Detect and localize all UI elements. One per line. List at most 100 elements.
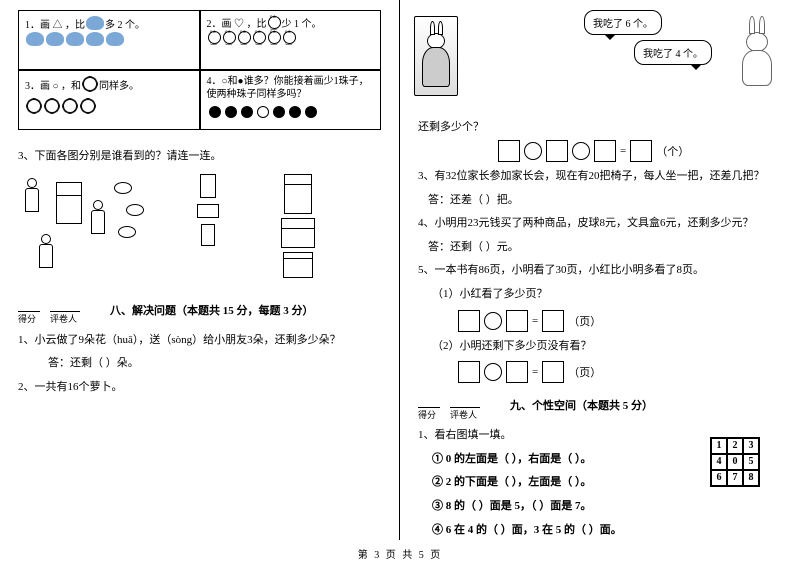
- grid-cell: 8: [743, 470, 759, 486]
- score-box: [18, 298, 40, 312]
- grader-box: [50, 298, 80, 312]
- smiley-icon: [283, 31, 296, 44]
- remain-question: 还剩多少个？: [418, 118, 782, 134]
- word-problem-3: 3、有32位家长参加家长会，现在有20把椅子，每人坐一把，还差几把？: [418, 168, 782, 186]
- grid-cell: 5: [743, 454, 759, 470]
- bird-icon: [86, 32, 104, 46]
- q1-text-a: 1．画 △ ，比: [25, 16, 85, 31]
- cloud-icon: [118, 226, 136, 238]
- fridge-icon: [283, 252, 313, 278]
- unit-label: （页）: [568, 364, 601, 380]
- grid-cell: 1: [711, 438, 727, 454]
- view-shape-icon: [200, 174, 216, 198]
- answer-box: [594, 140, 616, 162]
- person-icon: [36, 234, 56, 274]
- problem-1: 1．画 △ ，比 多 2 个。: [18, 10, 200, 70]
- word-problem-4-answer: 答：还剩（ ）元。: [428, 239, 782, 257]
- cloud-icon: [126, 204, 144, 216]
- match-question: 3、下面各图分别是谁看到的？请连一连。: [18, 148, 381, 166]
- grader-box: [450, 394, 480, 408]
- fridge-icon: [281, 218, 315, 248]
- sun-icon: [27, 99, 41, 113]
- sun-icon: [81, 99, 95, 113]
- score-row: 得分 评卷人 八、解决问题（本题共 15 分，每题 3 分）: [18, 298, 381, 326]
- q4-text: 4．○和●谁多？你能接着画少1珠子，使两种珠子同样多吗？: [207, 75, 375, 101]
- bird-icon: [46, 32, 64, 46]
- right-column: 我吃了 6 个。 我吃了 4 个。 还剩多少个？ = （个） 3、有32位家长参…: [400, 0, 800, 540]
- operator-circle: [484, 312, 502, 330]
- word-problem-5: 5、一本书有86页，小明看了30页，小红比小明多看了8页。: [418, 262, 782, 280]
- word-problem-2: 2、一共有16个萝卜。: [18, 379, 381, 397]
- grid-q4: ④ 6 在 4 的（ ）面，3 在 5 的（ ）面。: [432, 522, 782, 540]
- score-label: 得分: [418, 410, 436, 420]
- fridge-icon: [284, 174, 312, 214]
- grid-q3: ③ 8 的（ ）面是 5，（ ）面是 7。: [432, 498, 782, 516]
- word-problem-1: 1、小云做了9朵花（huā），送（sòng）给小朋友3朵，还剩多少朵？: [18, 332, 381, 350]
- answer-box: [458, 310, 480, 332]
- unit-label: （个）: [656, 143, 689, 159]
- black-dot-icon: [305, 106, 317, 118]
- sun-icon: [45, 99, 59, 113]
- grid-cell: 3: [743, 438, 759, 454]
- bird-icon: [26, 32, 44, 46]
- equation-row-3: = （页）: [458, 361, 782, 383]
- smiley-icon: [268, 31, 281, 44]
- equation-row-2: = （页）: [458, 310, 782, 332]
- grid-cell: 0: [727, 454, 743, 470]
- score-row-2: 得分 评卷人 九、个性空间（本题共 5 分）: [418, 393, 782, 421]
- q3-text-a: 3．画 ○ ，和: [25, 77, 81, 92]
- rabbit-mother-icon: [414, 16, 458, 96]
- view-shapes: [178, 174, 238, 284]
- white-dot-icon: [257, 106, 269, 118]
- operator-circle: [484, 363, 502, 381]
- operator-circle: [572, 142, 590, 160]
- equation-row-1: = （个）: [498, 140, 782, 162]
- cloud-icon: [114, 182, 132, 194]
- grader-label: 评卷人: [50, 314, 77, 324]
- black-dot-icon: [225, 106, 237, 118]
- black-dot-icon: [209, 106, 221, 118]
- q3-text-b: 同样多。: [99, 77, 139, 92]
- bird-icon: [66, 32, 84, 46]
- fridge-views: [258, 174, 338, 284]
- rabbit-child-icon: [732, 16, 782, 96]
- sun-icon: [83, 77, 97, 91]
- speech-bubble-1: 我吃了 6 个。: [584, 10, 662, 35]
- fridge-small-icon: [56, 182, 82, 224]
- smiley-icon: [253, 31, 266, 44]
- answer-box: [506, 361, 528, 383]
- grader-label: 评卷人: [450, 410, 477, 420]
- speech-bubble-2: 我吃了 4 个。: [634, 40, 712, 65]
- smiley-icon: [238, 31, 251, 44]
- left-column: 1．画 △ ，比 多 2 个。 2．画 ♡ ，比 少 1 个。: [0, 0, 400, 540]
- person-icon: [22, 178, 42, 218]
- word-problem-3-answer: 答：还差（ ）把。: [428, 192, 782, 210]
- section-9-title: 九、个性空间（本题共 5 分）: [510, 397, 653, 413]
- word-problem-1-answer: 答：还剩（ ）朵。: [48, 355, 381, 373]
- section-8-title: 八、解决问题（本题共 15 分，每题 3 分）: [110, 302, 314, 318]
- people-scene: [18, 174, 158, 284]
- bird-icon: [86, 16, 104, 30]
- operator-circle: [524, 142, 542, 160]
- answer-box: [542, 310, 564, 332]
- grid-cell: 6: [711, 470, 727, 486]
- q2-text-b: 少 1 个。: [282, 15, 322, 30]
- equals-sign: =: [532, 366, 538, 378]
- match-scene: [18, 174, 381, 284]
- word-problem-5-2: （2）小明还剩下多少页没有看？: [432, 338, 782, 356]
- answer-box: [542, 361, 564, 383]
- person-icon: [88, 200, 108, 240]
- bird-icon: [106, 32, 124, 46]
- answer-box: [506, 310, 528, 332]
- black-dot-icon: [241, 106, 253, 118]
- black-dot-icon: [273, 106, 285, 118]
- view-shape-icon: [201, 224, 215, 246]
- answer-box: [458, 361, 480, 383]
- sun-icon: [63, 99, 77, 113]
- smiley-icon: [268, 16, 281, 29]
- page-footer: 第 3 页 共 5 页: [0, 546, 800, 561]
- problem-4: 4．○和●谁多？你能接着画少1珠子，使两种珠子同样多吗？: [200, 70, 382, 130]
- score-label: 得分: [18, 314, 36, 324]
- unit-label: （页）: [568, 313, 601, 329]
- answer-box: [630, 140, 652, 162]
